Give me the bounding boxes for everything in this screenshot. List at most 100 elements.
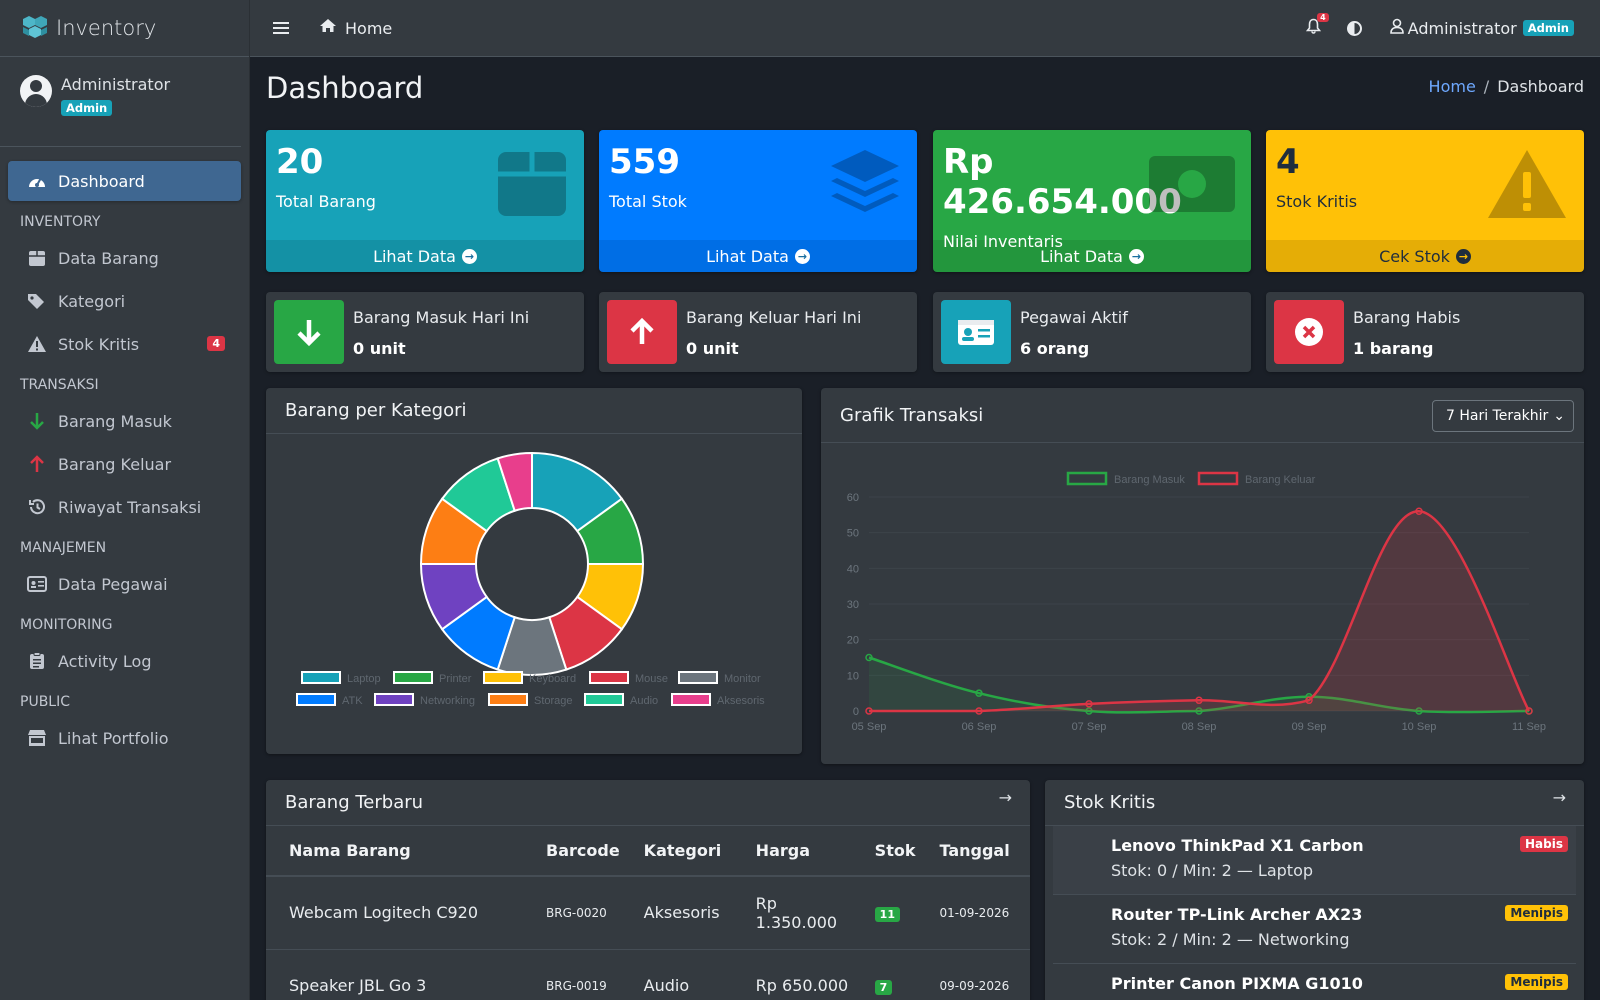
theme-toggle-icon[interactable] bbox=[1346, 20, 1362, 36]
legend-swatch bbox=[1066, 471, 1108, 486]
breadcrumb: Home / Dashboard bbox=[1429, 77, 1584, 96]
sidebar-item-stok-kritis[interactable]: Stok Kritis 4 bbox=[8, 324, 241, 364]
series-point bbox=[1195, 696, 1203, 705]
item-meta: Stok: 2 / Min: 2 — Networking bbox=[1111, 930, 1350, 949]
table-row[interactable]: Speaker JBL Go 3 BRG-0019 Audio Rp 650.0… bbox=[266, 949, 1030, 1000]
nav-header-public: PUBLIC bbox=[20, 694, 70, 710]
status-badge: Menipis bbox=[1505, 974, 1568, 990]
list-item[interactable]: Lenovo ThinkPad X1 Carbon Stok: 0 / Min:… bbox=[1053, 826, 1576, 895]
cell-tanggal: 09-09-2026 bbox=[927, 949, 1030, 1000]
legend-swatch bbox=[483, 671, 523, 684]
series-area-0 bbox=[869, 657, 1529, 713]
col-nama: Nama Barang bbox=[266, 826, 534, 877]
item-name: Printer Canon PIXMA G1010 bbox=[1111, 974, 1363, 993]
sidebar-item-label: Lihat Portfolio bbox=[58, 728, 169, 748]
arrow-up-icon bbox=[26, 455, 48, 473]
sidebar-item-dashboard[interactable]: Dashboard bbox=[8, 161, 241, 201]
cek-stok-link[interactable]: Cek Stok → bbox=[1266, 240, 1584, 272]
arrow-right-icon[interactable]: → bbox=[1552, 788, 1566, 807]
lihat-data-link[interactable]: Lihat Data → bbox=[599, 240, 917, 272]
arrow-right-icon[interactable]: → bbox=[998, 788, 1012, 807]
card-title: Barang per Kategori bbox=[266, 388, 802, 434]
cell-nama: Speaker JBL Go 3 bbox=[266, 949, 534, 1000]
breadcrumb-current: Dashboard bbox=[1497, 77, 1584, 96]
legend-label: Keyboard bbox=[529, 673, 576, 685]
series-point bbox=[1085, 707, 1093, 715]
list-item[interactable]: Router TP-Link Archer AX23 Stok: 2 / Min… bbox=[1053, 895, 1576, 964]
y-tick-label: 50 bbox=[847, 528, 859, 540]
breadcrumb-separator: / bbox=[1483, 77, 1490, 96]
info-barang-keluar: Barang Keluar Hari Ini 0 unit bbox=[599, 292, 917, 372]
stok-kritis-list: Lenovo ThinkPad X1 Carbon Stok: 0 / Min:… bbox=[1045, 826, 1584, 1000]
sidebar-item-data-pegawai[interactable]: Data Pegawai bbox=[8, 564, 241, 604]
main-content: Dashboard Home / Dashboard 20 Total Bara… bbox=[250, 57, 1600, 1000]
sidebar-item-lihat-portfolio[interactable]: Lihat Portfolio bbox=[8, 718, 241, 758]
legend-swatch bbox=[374, 693, 414, 706]
kategori-chart-card: Barang per Kategori Laptop Printer Keyboar… bbox=[266, 388, 802, 754]
sidebar-item-label: Kategori bbox=[58, 291, 126, 311]
series-point bbox=[1085, 700, 1093, 708]
arrow-circle-right-icon: → bbox=[1128, 248, 1144, 264]
sidebar-item-riwayat-transaksi[interactable]: Riwayat Transaksi bbox=[8, 487, 241, 527]
sidebar-item-activity-log[interactable]: Activity Log bbox=[8, 641, 241, 681]
home-link[interactable]: Home bbox=[319, 18, 392, 38]
y-tick-label: 10 bbox=[847, 670, 859, 682]
info-pegawai-aktif: Pegawai Aktif 6 orang bbox=[933, 292, 1251, 372]
table-row[interactable]: Webcam Logitech C920 BRG-0020 Aksesoris … bbox=[266, 876, 1030, 950]
sidebar-item-label: Riwayat Transaksi bbox=[58, 497, 202, 517]
x-tick-label: 06 Sep bbox=[962, 721, 997, 733]
arrow-up-icon bbox=[607, 300, 677, 364]
x-tick-label: 05 Sep bbox=[852, 721, 887, 733]
user-name-link[interactable]: Administrator bbox=[61, 75, 171, 94]
info-value: 1 barang bbox=[1353, 338, 1434, 358]
sidebar-item-barang-keluar[interactable]: Barang Keluar bbox=[8, 444, 241, 484]
series-point bbox=[1415, 507, 1423, 516]
stock-badge: 7 bbox=[874, 980, 893, 995]
footer-label: Lihat Data bbox=[373, 246, 456, 266]
brand-link[interactable]: Inventory bbox=[0, 0, 249, 57]
info-label: Barang Keluar Hari Ini bbox=[686, 307, 862, 327]
arrow-circle-right-icon: → bbox=[1455, 248, 1471, 264]
user-menu[interactable]: Administrator Admin bbox=[1389, 18, 1574, 38]
tachometer-icon bbox=[26, 172, 48, 190]
history-icon bbox=[26, 498, 48, 516]
breadcrumb-home-link[interactable]: Home bbox=[1428, 77, 1476, 96]
footer-label: Lihat Data bbox=[1040, 246, 1123, 266]
sidebar-item-kategori[interactable]: Kategori bbox=[8, 281, 241, 321]
legend-swatch bbox=[296, 693, 336, 706]
lihat-data-link[interactable]: Lihat Data → bbox=[266, 240, 584, 272]
series-point bbox=[1195, 707, 1203, 715]
menu-toggle-icon[interactable] bbox=[273, 22, 289, 34]
store-icon bbox=[26, 729, 48, 747]
list-item[interactable]: Printer Canon PIXMA G1010 Menipis bbox=[1053, 964, 1576, 1000]
range-select[interactable]: 7 Hari Terakhir ⌄ bbox=[1432, 400, 1574, 432]
legend-swatch bbox=[671, 693, 711, 706]
line-chart: 0 10 20 30 40 50 60 05 Sep 06 Sep 07 Sep 08 Sep 09 … bbox=[847, 471, 1546, 733]
sidebar-item-barang-masuk[interactable]: Barang Masuk bbox=[8, 401, 241, 441]
legend-label: Monitor bbox=[724, 673, 761, 685]
legend-swatch bbox=[301, 671, 341, 684]
legend-label: Mouse bbox=[635, 673, 668, 685]
y-tick-label: 0 bbox=[853, 706, 859, 718]
sidebar-item-data-barang[interactable]: Data Barang bbox=[8, 238, 241, 278]
sidebar-item-label: Activity Log bbox=[58, 651, 152, 671]
series-point bbox=[865, 707, 873, 715]
nav-header-inventory: INVENTORY bbox=[20, 214, 101, 230]
box-open-icon bbox=[498, 152, 566, 216]
stat-label: Total Stok bbox=[609, 192, 687, 211]
lihat-data-link[interactable]: Lihat Data → bbox=[933, 240, 1251, 272]
notification-bell-icon[interactable]: 4 bbox=[1305, 13, 1329, 38]
cell-stok: 11 bbox=[862, 876, 928, 950]
status-badge: Habis bbox=[1520, 836, 1568, 852]
box-icon bbox=[26, 250, 48, 267]
series-area-1 bbox=[869, 511, 1529, 711]
stat-total-stok: 559 Total Stok Lihat Data → bbox=[599, 130, 917, 272]
info-label: Pegawai Aktif bbox=[1020, 307, 1128, 327]
legend-label: Printer bbox=[439, 673, 472, 685]
stat-value: 20 bbox=[276, 142, 324, 182]
series-point bbox=[975, 689, 983, 697]
user-avatar-icon[interactable] bbox=[20, 75, 52, 107]
card-title: Barang Terbaru bbox=[285, 792, 424, 813]
col-stok: Stok bbox=[862, 826, 928, 877]
nav-header-manajemen: MANAJEMEN bbox=[20, 540, 107, 556]
